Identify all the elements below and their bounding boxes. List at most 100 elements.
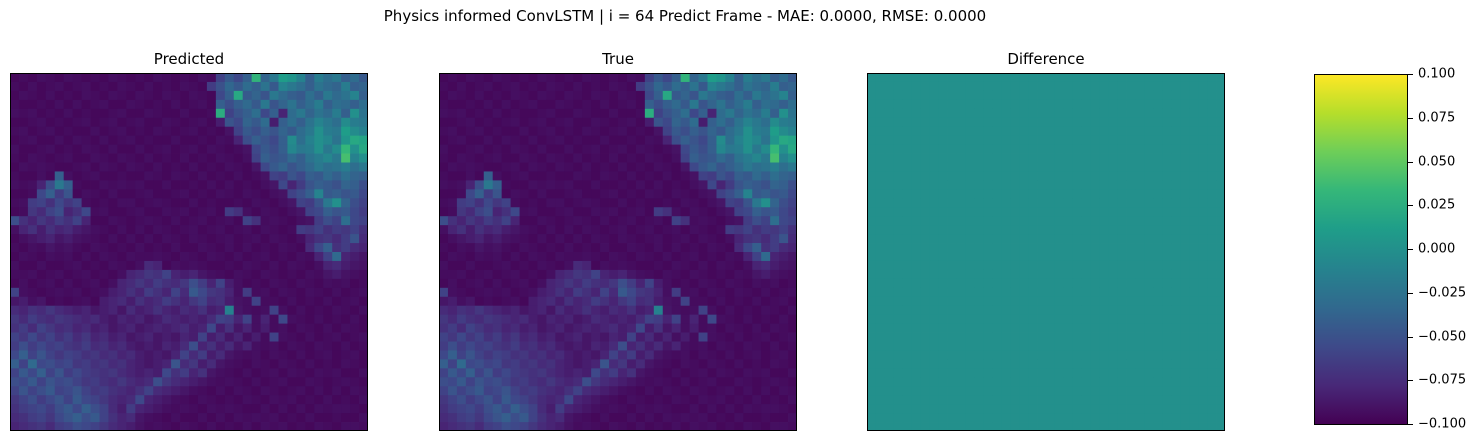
- predicted-cell: [206, 234, 217, 244]
- difference-cell: [1072, 126, 1083, 137]
- difference-cell: [992, 90, 1002, 101]
- true-cell: [788, 296, 797, 307]
- predicted-cell: [72, 278, 82, 289]
- difference-cell: [911, 269, 922, 280]
- true-cell: [591, 135, 601, 145]
- difference-cell: [911, 404, 922, 414]
- true-cell: [439, 323, 449, 333]
- true-cell: [725, 341, 735, 351]
- true-cell: [439, 117, 449, 128]
- predicted-cell: [108, 252, 118, 262]
- predicted-cell: [296, 126, 306, 137]
- difference-cell: [965, 117, 975, 128]
- true-cell: [582, 305, 592, 316]
- difference-cell: [1046, 135, 1056, 145]
- true-cell: [779, 225, 789, 235]
- true-cell: [528, 278, 538, 289]
- true-cell: [626, 180, 637, 190]
- predicted-cell: [126, 144, 136, 154]
- true-cell: [492, 332, 503, 342]
- difference-cell: [1090, 162, 1101, 172]
- true-cell: [465, 395, 476, 405]
- difference-cell: [1054, 323, 1065, 333]
- true-cell: [591, 252, 601, 262]
- predicted-cell: [305, 377, 315, 387]
- predicted-cell: [305, 234, 315, 244]
- difference-cell: [1207, 73, 1217, 83]
- true-cell: [483, 73, 494, 83]
- predicted-cell: [108, 234, 118, 244]
- difference-cell: [1081, 144, 1092, 154]
- true-cell: [671, 108, 682, 119]
- difference-cell: [920, 359, 931, 369]
- true-cell: [662, 207, 673, 217]
- true-cell: [770, 117, 780, 128]
- predicted-cell: [323, 99, 333, 110]
- true-cell: [564, 144, 574, 154]
- true-cell: [725, 305, 735, 316]
- true-cell: [680, 323, 690, 333]
- predicted-cell: [224, 126, 235, 137]
- difference-cell: [1054, 269, 1065, 280]
- predicted-cell: [54, 377, 65, 387]
- true-cell: [788, 135, 797, 145]
- predicted-cell: [90, 108, 100, 119]
- difference-cell: [1090, 404, 1101, 414]
- predicted-cell: [81, 314, 91, 324]
- difference-cell: [1126, 323, 1136, 333]
- predicted-cell: [72, 162, 82, 172]
- predicted-cell: [341, 260, 351, 271]
- predicted-cell: [72, 234, 82, 244]
- predicted-cell: [45, 117, 56, 128]
- difference-cell: [1108, 314, 1118, 324]
- true-cell: [689, 413, 699, 423]
- difference-cell: [867, 207, 877, 217]
- predicted-cell: [54, 332, 65, 342]
- predicted-cell: [359, 386, 368, 396]
- predicted-cell: [189, 207, 199, 217]
- true-cell: [582, 99, 592, 110]
- difference-cell: [992, 269, 1002, 280]
- predicted-cell: [72, 207, 82, 217]
- predicted-cell: [153, 108, 163, 119]
- true-cell: [519, 153, 529, 163]
- true-cell: [465, 323, 476, 333]
- true-cell: [474, 422, 485, 431]
- predicted-cell: [287, 305, 297, 316]
- difference-cell: [911, 243, 922, 253]
- difference-cell: [1216, 180, 1225, 190]
- difference-cell: [875, 234, 886, 244]
- true-cell: [555, 296, 565, 307]
- true-cell: [689, 350, 699, 360]
- difference-cell: [1171, 278, 1181, 289]
- true-cell: [528, 252, 538, 262]
- predicted-cell: [45, 350, 56, 360]
- difference-cell: [875, 108, 886, 119]
- true-cell: [761, 377, 771, 387]
- true-cell: [456, 260, 467, 271]
- predicted-cell: [180, 359, 190, 369]
- predicted-cell: [10, 395, 20, 405]
- true-cell: [653, 350, 664, 360]
- true-cell: [439, 350, 449, 360]
- true-cell: [707, 225, 717, 235]
- difference-cell: [1090, 350, 1101, 360]
- predicted-cell: [63, 269, 74, 280]
- true-cell: [501, 377, 511, 387]
- difference-cell: [992, 225, 1002, 235]
- predicted-cell: [180, 108, 190, 119]
- true-cell: [770, 386, 780, 396]
- true-cell: [465, 386, 476, 396]
- true-cell: [653, 296, 664, 307]
- predicted-cell: [197, 117, 208, 128]
- true-cell: [626, 243, 637, 253]
- difference-cell: [1135, 198, 1145, 208]
- predicted-cell: [153, 216, 163, 226]
- difference-cell: [947, 377, 957, 387]
- true-cell: [662, 108, 673, 119]
- predicted-cell: [108, 413, 118, 423]
- difference-cell: [1054, 243, 1065, 253]
- true-cell: [501, 144, 511, 154]
- difference-cell: [1037, 126, 1047, 137]
- difference-cell: [1171, 108, 1181, 119]
